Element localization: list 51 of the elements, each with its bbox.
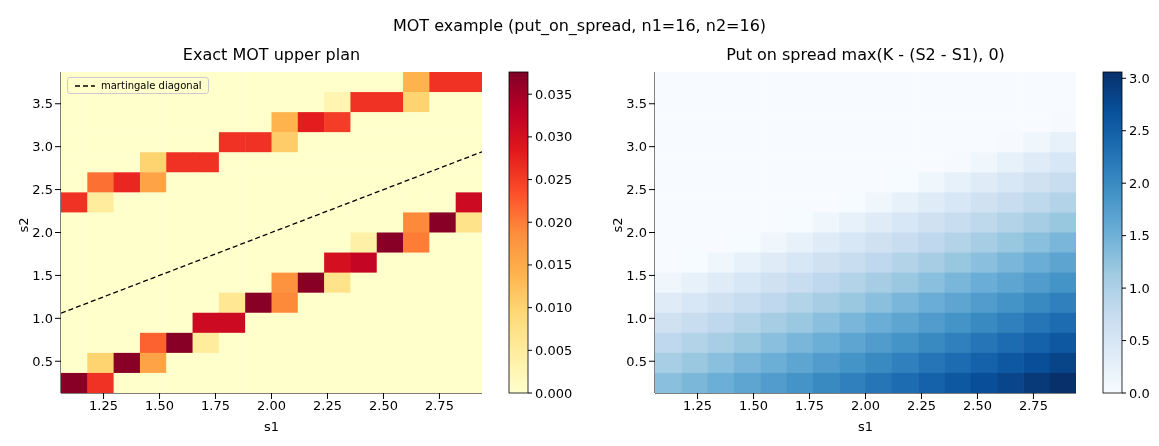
x-tick-label: 2.25	[907, 398, 936, 414]
x-tick-label: 2.50	[962, 398, 992, 414]
y-tick-label: 3.5	[626, 96, 647, 112]
color-bar-label: 0.010	[535, 300, 573, 316]
y-tick-label: 2.5	[32, 182, 53, 198]
color-bar-label: 1.5	[1129, 228, 1150, 244]
color-bar-label: 0.035	[535, 86, 573, 102]
legend-label: martingale diagonal	[101, 80, 202, 91]
y-tick-label: 3.0	[626, 139, 647, 155]
x-axis-title: s1	[857, 419, 874, 434]
x-tick-label: 2.25	[313, 398, 342, 414]
y-tick-label: 0.5	[626, 353, 647, 369]
y-tick-label: 1.5	[32, 268, 53, 284]
color-bar-label: 0.030	[535, 129, 573, 145]
chart-title: Put on spread max(K - (S2 - S1), 0)	[725, 45, 1006, 64]
x-tick-label: 1.75	[795, 398, 824, 414]
y-tick-label: 3.0	[32, 139, 53, 155]
color-bar-label: 2.5	[1129, 123, 1150, 139]
y-tick-label: 0.5	[32, 353, 53, 369]
color-bar-label: 0.5	[1129, 333, 1150, 349]
x-tick-label: 1.50	[145, 398, 175, 414]
y-tick-label: 2.0	[32, 225, 53, 241]
x-axis-title: s1	[263, 419, 280, 434]
text: MOT example (put_on_spread, n1=16, n2=16)	[391, 16, 768, 35]
x-tick-label: 2.75	[1018, 398, 1048, 414]
x-tick-label: 2.75	[424, 398, 454, 414]
x-tick-label: 2.50	[368, 398, 398, 414]
color-bar-label: 1.0	[1129, 280, 1150, 296]
color-bar-label: 0.0	[1129, 385, 1150, 401]
x-tick-label: 1.25	[89, 398, 119, 414]
y-axis-title: s2	[609, 217, 625, 233]
color-bar-label: 3.0	[1129, 70, 1150, 86]
color-bar-label: 0.015	[535, 257, 573, 273]
y-tick-label: 1.0	[32, 310, 53, 326]
chart-title: Exact MOT upper plan	[181, 45, 362, 64]
color-bar-label: 0.005	[535, 342, 573, 358]
x-tick-label: 1.50	[739, 398, 769, 414]
x-tick-label: 2.00	[257, 398, 286, 414]
x-tick-label: 1.25	[683, 398, 713, 414]
color-bar-label: 0.020	[535, 214, 573, 230]
color-bar-label: 0.025	[535, 172, 573, 188]
y-tick-label: 1.0	[626, 310, 647, 326]
y-tick-label: 2.0	[626, 225, 647, 241]
color-bar-label: 0.000	[535, 385, 573, 401]
y-axis-title: s2	[15, 217, 31, 233]
y-tick-label: 2.5	[626, 182, 647, 198]
y-tick-label: 1.5	[626, 268, 647, 284]
x-tick-label: 2.00	[851, 398, 880, 414]
x-tick-label: 1.75	[201, 398, 230, 414]
color-bar-label: 2.0	[1129, 175, 1150, 191]
y-tick-label: 3.5	[32, 96, 53, 112]
